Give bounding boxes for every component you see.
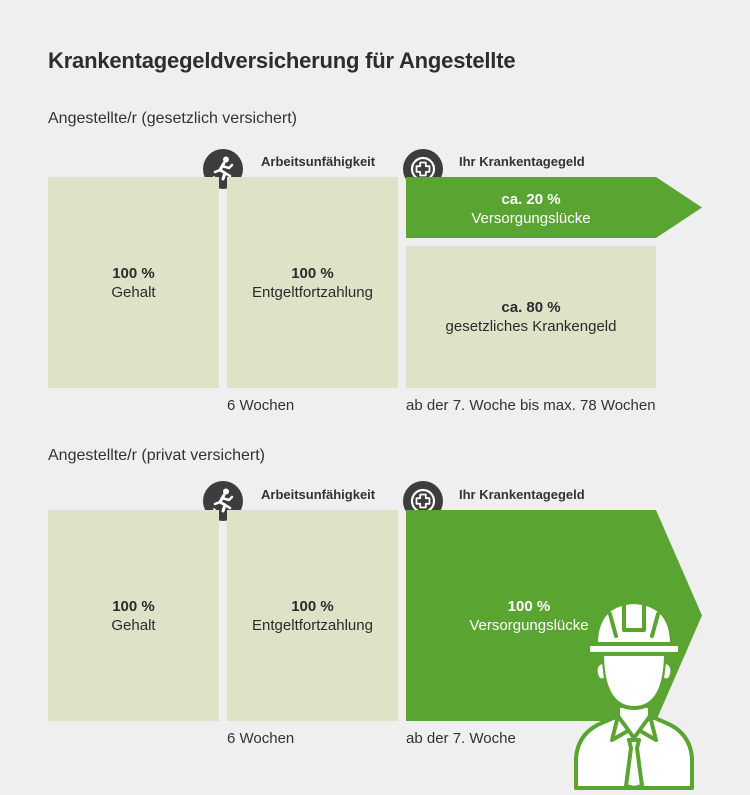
- salary-percent: 100 %: [112, 598, 155, 615]
- continued-pay-box: 100 % Entgeltfortzahlung: [227, 510, 398, 721]
- timeline-6-weeks: 6 Wochen: [227, 397, 295, 414]
- continued-pay-box: 100 % Entgeltfortzahlung: [227, 177, 398, 388]
- salary-label: Gehalt: [111, 617, 156, 634]
- header-sick-pay: Ihr Krankentagegeld: [459, 487, 585, 502]
- header-sick-pay: Ihr Krankentagegeld: [459, 154, 585, 169]
- construction-worker-icon: [574, 600, 694, 790]
- supply-gap-text: ca. 20 % Versorgungslücke: [406, 190, 656, 228]
- statutory-sick-pay-box: ca. 80 % gesetzliches Krankengeld: [406, 246, 656, 388]
- continued-pay-label: Entgeltfortzahlung: [252, 617, 373, 634]
- timeline-6-weeks: 6 Wochen: [227, 730, 295, 747]
- supply-gap-label: Versorgungslücke: [469, 617, 589, 634]
- supply-gap-label: Versorgungslücke: [471, 210, 591, 227]
- salary-percent: 100 %: [112, 265, 155, 282]
- continued-pay-percent: 100 %: [291, 598, 334, 615]
- salary-box: 100 % Gehalt: [48, 177, 219, 388]
- supply-gap-percent: 100 %: [507, 598, 551, 615]
- timeline-from-week-7: ab der 7. Woche bis max. 78 Wochen: [406, 397, 656, 414]
- continued-pay-label: Entgeltfortzahlung: [252, 284, 373, 301]
- supply-gap-text: 100 % Versorgungslücke: [406, 597, 652, 635]
- statutory-label: gesetzliches Krankengeld: [445, 318, 617, 335]
- statutory-percent: ca. 80 %: [501, 299, 561, 316]
- continued-pay-percent: 100 %: [291, 265, 334, 282]
- header-incapacity: Arbeitsunfähigkeit: [261, 154, 376, 169]
- section-label-private: Angestellte/r (privat versichert): [48, 447, 265, 464]
- salary-label: Gehalt: [111, 284, 156, 301]
- page-title: Krankentagegeldversicherung für Angestel…: [48, 48, 516, 73]
- section-label-statutory: Angestellte/r (gesetzlich versichert): [48, 110, 297, 127]
- timeline-from-week-7: ab der 7. Woche: [406, 730, 516, 747]
- header-incapacity: Arbeitsunfähigkeit: [261, 487, 376, 502]
- supply-gap-arrow: [406, 177, 702, 238]
- supply-gap-percent: ca. 20 %: [501, 191, 561, 208]
- salary-box: 100 % Gehalt: [48, 510, 219, 721]
